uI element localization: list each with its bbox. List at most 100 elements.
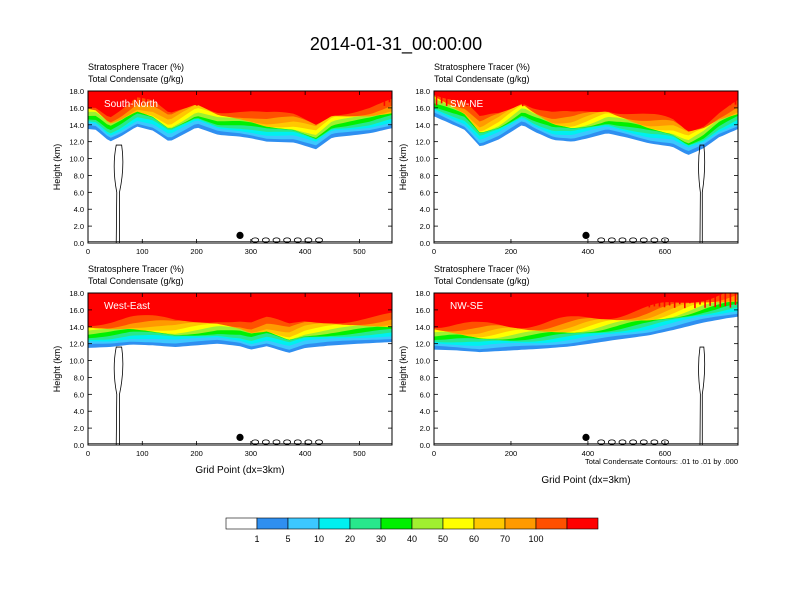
y-tick-label: 4.0 bbox=[74, 205, 84, 214]
tracer-spike bbox=[684, 293, 686, 309]
tracer-spike bbox=[307, 293, 310, 305]
tracer-spike bbox=[577, 91, 580, 107]
tracer-spike bbox=[297, 293, 300, 306]
tracer-spike bbox=[587, 293, 590, 306]
tracer-spike bbox=[175, 293, 178, 306]
tracer-spike bbox=[526, 293, 529, 308]
condensate-contour bbox=[607, 237, 616, 243]
tracer-spike bbox=[618, 293, 620, 309]
tracer-spike bbox=[668, 293, 671, 306]
x-tick-label: 100 bbox=[136, 247, 149, 256]
tracer-spike bbox=[694, 91, 696, 103]
tracer-spike bbox=[602, 91, 605, 104]
y-tick-label: 4.0 bbox=[74, 407, 84, 416]
tracer-bands bbox=[434, 293, 738, 353]
x-tick-label: 600 bbox=[659, 449, 672, 458]
tracer-spike bbox=[201, 293, 203, 309]
condensate-contour bbox=[698, 346, 706, 445]
panel-title-line1: Stratosphere Tracer (%) bbox=[88, 264, 184, 274]
tracer-spike bbox=[724, 293, 727, 307]
y-tick-label: 8.0 bbox=[420, 171, 430, 180]
panel-title-line1: Stratosphere Tracer (%) bbox=[434, 264, 530, 274]
tracer-spike bbox=[628, 293, 630, 309]
tracer-spike bbox=[719, 91, 722, 106]
tracer-spike bbox=[287, 91, 289, 103]
tracer-spike bbox=[373, 91, 376, 106]
tracer-spike bbox=[110, 91, 112, 104]
tracer-spike bbox=[94, 91, 97, 107]
tracer-spike bbox=[99, 293, 102, 308]
tracer-spike bbox=[572, 91, 575, 103]
tracer-level-11 bbox=[434, 293, 738, 329]
y-tick-label: 6.0 bbox=[74, 390, 84, 399]
condensate-contour bbox=[293, 237, 302, 243]
tracer-spike bbox=[196, 293, 198, 304]
tracer-spike bbox=[476, 91, 478, 106]
tracer-spike bbox=[363, 293, 365, 306]
condensate-contour bbox=[650, 439, 659, 445]
tracer-spike bbox=[277, 91, 279, 102]
tracer-spike bbox=[145, 91, 148, 102]
condensate-contour bbox=[639, 237, 648, 243]
tracer-spike bbox=[332, 293, 335, 308]
tracer-spike bbox=[383, 91, 386, 106]
tracer-spike bbox=[663, 293, 666, 308]
tracer-spike bbox=[236, 91, 239, 106]
tracer-spike bbox=[613, 293, 615, 305]
y-axis-label: Height (km) bbox=[398, 346, 408, 393]
tracer-spike bbox=[608, 293, 610, 308]
tracer-spike bbox=[557, 293, 559, 305]
panel-label: West-East bbox=[104, 301, 150, 312]
tracer-spike bbox=[348, 293, 350, 307]
tracer-spike bbox=[378, 91, 381, 104]
tracer-spike bbox=[150, 91, 153, 107]
tracer-spike bbox=[150, 293, 153, 306]
tracer-spike bbox=[699, 293, 701, 305]
tracer-spike bbox=[272, 293, 274, 305]
tracer-spike bbox=[704, 293, 706, 308]
tracer-spike bbox=[511, 293, 514, 305]
tracer-spike bbox=[302, 293, 305, 308]
tracer-spike bbox=[542, 293, 544, 308]
tracer-spike bbox=[658, 91, 661, 104]
tracer-spike bbox=[104, 91, 107, 106]
tracer-spike bbox=[312, 91, 315, 104]
tracer-spike bbox=[246, 91, 249, 105]
tracer-spike bbox=[94, 293, 97, 306]
tracer-spike bbox=[623, 293, 625, 304]
y-tick-label: 10.0 bbox=[415, 357, 430, 366]
x-tick-label: 300 bbox=[245, 449, 258, 458]
tracer-spike bbox=[648, 293, 651, 308]
tracer-spike bbox=[481, 293, 483, 306]
tracer-spike bbox=[435, 91, 438, 106]
tracer-spike bbox=[186, 293, 188, 305]
tracer-spike bbox=[491, 293, 494, 305]
y-tick-label: 2.0 bbox=[420, 222, 430, 231]
tracer-spike bbox=[658, 293, 661, 307]
tracer-spike bbox=[267, 293, 269, 309]
condensate-contour bbox=[283, 439, 292, 445]
x-tick-label: 0 bbox=[432, 449, 436, 458]
tracer-spike bbox=[547, 91, 549, 105]
tracer-spike bbox=[714, 91, 716, 103]
condensate-contour bbox=[597, 439, 606, 445]
tracer-spike bbox=[461, 91, 463, 102]
tracer-spike bbox=[481, 91, 483, 104]
y-tick-label: 0.0 bbox=[420, 239, 430, 248]
tracer-spike bbox=[435, 293, 438, 304]
tracer-spike bbox=[552, 293, 554, 308]
tracer-bands bbox=[434, 91, 738, 155]
tracer-spike bbox=[277, 293, 279, 308]
colorbar-label: 30 bbox=[376, 534, 386, 544]
x-tick-label: 200 bbox=[505, 449, 518, 458]
tracer-spike bbox=[602, 293, 605, 306]
panel-title-line2: Total Condensate (g/kg) bbox=[88, 74, 184, 84]
colorbar-label: 10 bbox=[314, 534, 324, 544]
tracer-spike bbox=[633, 293, 635, 305]
tracer-spike bbox=[312, 293, 315, 309]
tracer-spike bbox=[587, 91, 590, 107]
tracer-spike bbox=[678, 293, 681, 305]
y-tick-label: 2.0 bbox=[74, 424, 84, 433]
tracer-spike bbox=[699, 91, 701, 107]
